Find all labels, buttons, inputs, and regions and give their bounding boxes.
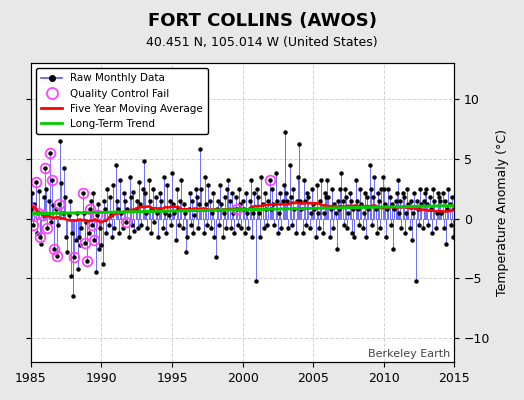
Y-axis label: Temperature Anomaly (°C): Temperature Anomaly (°C): [496, 129, 509, 296]
Legend: Raw Monthly Data, Quality Control Fail, Five Year Moving Average, Long-Term Tren: Raw Monthly Data, Quality Control Fail, …: [36, 68, 209, 134]
Text: Berkeley Earth: Berkeley Earth: [368, 349, 450, 359]
Text: 40.451 N, 105.014 W (United States): 40.451 N, 105.014 W (United States): [146, 36, 378, 49]
Text: FORT COLLINS (AWOS): FORT COLLINS (AWOS): [147, 12, 377, 30]
